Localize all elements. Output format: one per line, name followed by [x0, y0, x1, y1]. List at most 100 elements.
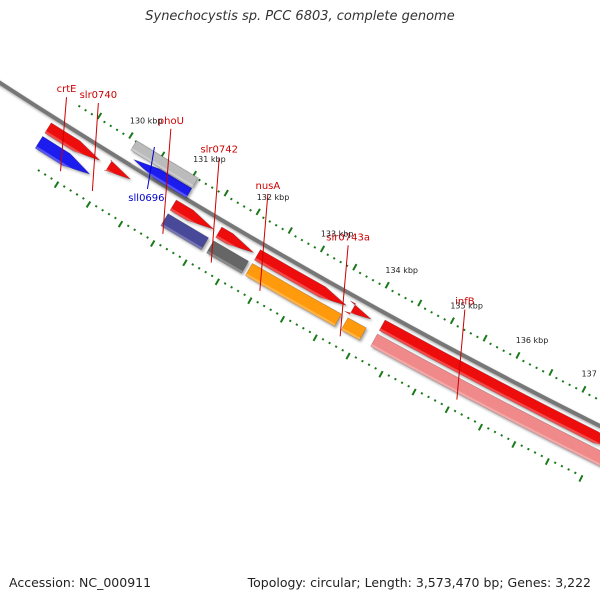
- sll0696-gene-feature: [130, 140, 199, 188]
- outer-tick: [354, 356, 358, 359]
- outer-tick-ring: [37, 169, 584, 483]
- outer-tick: [269, 308, 273, 312]
- nusA-gene-feature: [244, 263, 342, 327]
- inner-tick: [223, 189, 229, 197]
- sll0696-cds-highlight: [130, 162, 188, 198]
- outer-tick: [114, 216, 117, 220]
- outer-tick: [460, 413, 464, 416]
- inner-tick: [249, 208, 252, 212]
- inner-tick: [115, 128, 119, 132]
- inner-tick: [522, 359, 525, 363]
- inner-tick: [339, 260, 343, 264]
- inner-tick: [268, 220, 272, 223]
- outer-tick: [387, 374, 391, 377]
- inner-tick-ring: [77, 104, 598, 400]
- inner-tick: [90, 112, 94, 116]
- inner-tick: [443, 318, 447, 321]
- outer-tick: [411, 388, 417, 396]
- inner-tick: [287, 226, 293, 235]
- outer-tick: [43, 173, 47, 176]
- callout-line: [339, 245, 349, 337]
- slr0742-cds-feature: [215, 226, 254, 253]
- outer-tick: [341, 348, 345, 352]
- inner-tick: [404, 296, 407, 300]
- map-title: Synechocystis sp. PCC 6803, complete gen…: [145, 9, 455, 24]
- slr0743a-cds-feature: [344, 300, 372, 320]
- outer-tick: [214, 278, 220, 286]
- infB-cds-feature: [378, 319, 600, 445]
- inner-tick: [581, 385, 587, 393]
- inner-tick: [198, 178, 201, 182]
- inner-tick: [229, 197, 233, 201]
- inner-tick: [508, 352, 512, 356]
- scale-labels: 130 kbp 131 kbp 132 kbp 133 kbp 134 kbp 135 k…: [130, 117, 600, 379]
- inner-tick: [378, 282, 381, 286]
- inner-tick: [121, 132, 125, 136]
- slr0743a-gene-feature: [340, 317, 367, 341]
- outer-tick: [308, 330, 312, 334]
- outer-tick: [321, 337, 325, 341]
- outer-tick: [204, 270, 208, 274]
- inner-tick: [482, 334, 488, 342]
- outer-tick: [567, 468, 570, 471]
- inner-tick: [555, 376, 558, 380]
- crtE-cds-feature: [44, 122, 101, 161]
- outer-tick: [133, 228, 137, 232]
- slr0743a-gene-highlight: [341, 327, 361, 341]
- inner-tick: [261, 216, 265, 220]
- topology-summary: Topology: circular; Length: 3,573,470 bp…: [247, 575, 591, 590]
- outer-tick: [394, 377, 397, 381]
- outer-tick: [191, 263, 195, 266]
- inner-tick: [489, 342, 492, 346]
- inner-tick: [313, 246, 317, 249]
- outer-tick: [150, 240, 156, 248]
- outer-tick: [243, 293, 246, 297]
- outer-tick: [578, 474, 584, 483]
- outer-tick: [126, 224, 130, 228]
- inner-tick: [255, 208, 261, 216]
- callout-line: [91, 102, 99, 192]
- outer-tick: [82, 197, 85, 200]
- inner-tick: [528, 363, 532, 366]
- inner-tick: [574, 386, 578, 390]
- outer-tick: [400, 381, 404, 385]
- outer-tick: [94, 204, 98, 208]
- feature-label-sll0696: sll0696: [128, 193, 164, 204]
- inner-tick: [109, 124, 113, 128]
- outer-tick: [178, 255, 182, 259]
- outer-tick: [139, 232, 143, 236]
- callout-line: [162, 128, 172, 234]
- inner-tick: [352, 263, 358, 271]
- outer-tick: [210, 274, 214, 278]
- inner-tick: [236, 201, 240, 205]
- inner-tick: [294, 235, 297, 238]
- outer-tick: [279, 315, 286, 323]
- outer-tick: [440, 402, 444, 406]
- outer-tick: [223, 282, 227, 285]
- feature-label-slr0740: slr0740: [80, 90, 118, 101]
- outer-tick: [427, 395, 430, 399]
- outer-tick: [374, 367, 377, 370]
- scale-label: 136 kbp: [516, 336, 549, 345]
- outer-tick: [477, 423, 483, 431]
- outer-tick: [171, 251, 175, 255]
- outer-tick: [493, 430, 497, 434]
- outer-tick: [107, 212, 111, 216]
- feature-label-slr0742: slr0742: [200, 145, 238, 156]
- phoU-gene-feature: [160, 213, 209, 251]
- inner-tick: [476, 335, 479, 339]
- inner-tick: [307, 242, 310, 246]
- nusA-cds-highlight: [254, 257, 369, 324]
- inner-tick: [103, 120, 106, 124]
- phoU-cds-feature: [169, 199, 214, 230]
- outer-tick: [256, 300, 259, 304]
- outer-tick: [486, 427, 490, 430]
- inner-tick: [96, 112, 103, 120]
- outer-tick: [573, 471, 577, 475]
- outer-tick: [553, 461, 557, 465]
- inner-tick: [535, 366, 538, 370]
- feature-label-phoU: phoU: [158, 116, 184, 127]
- outer-tick: [328, 341, 331, 345]
- crtE-gene-feature: [34, 135, 90, 175]
